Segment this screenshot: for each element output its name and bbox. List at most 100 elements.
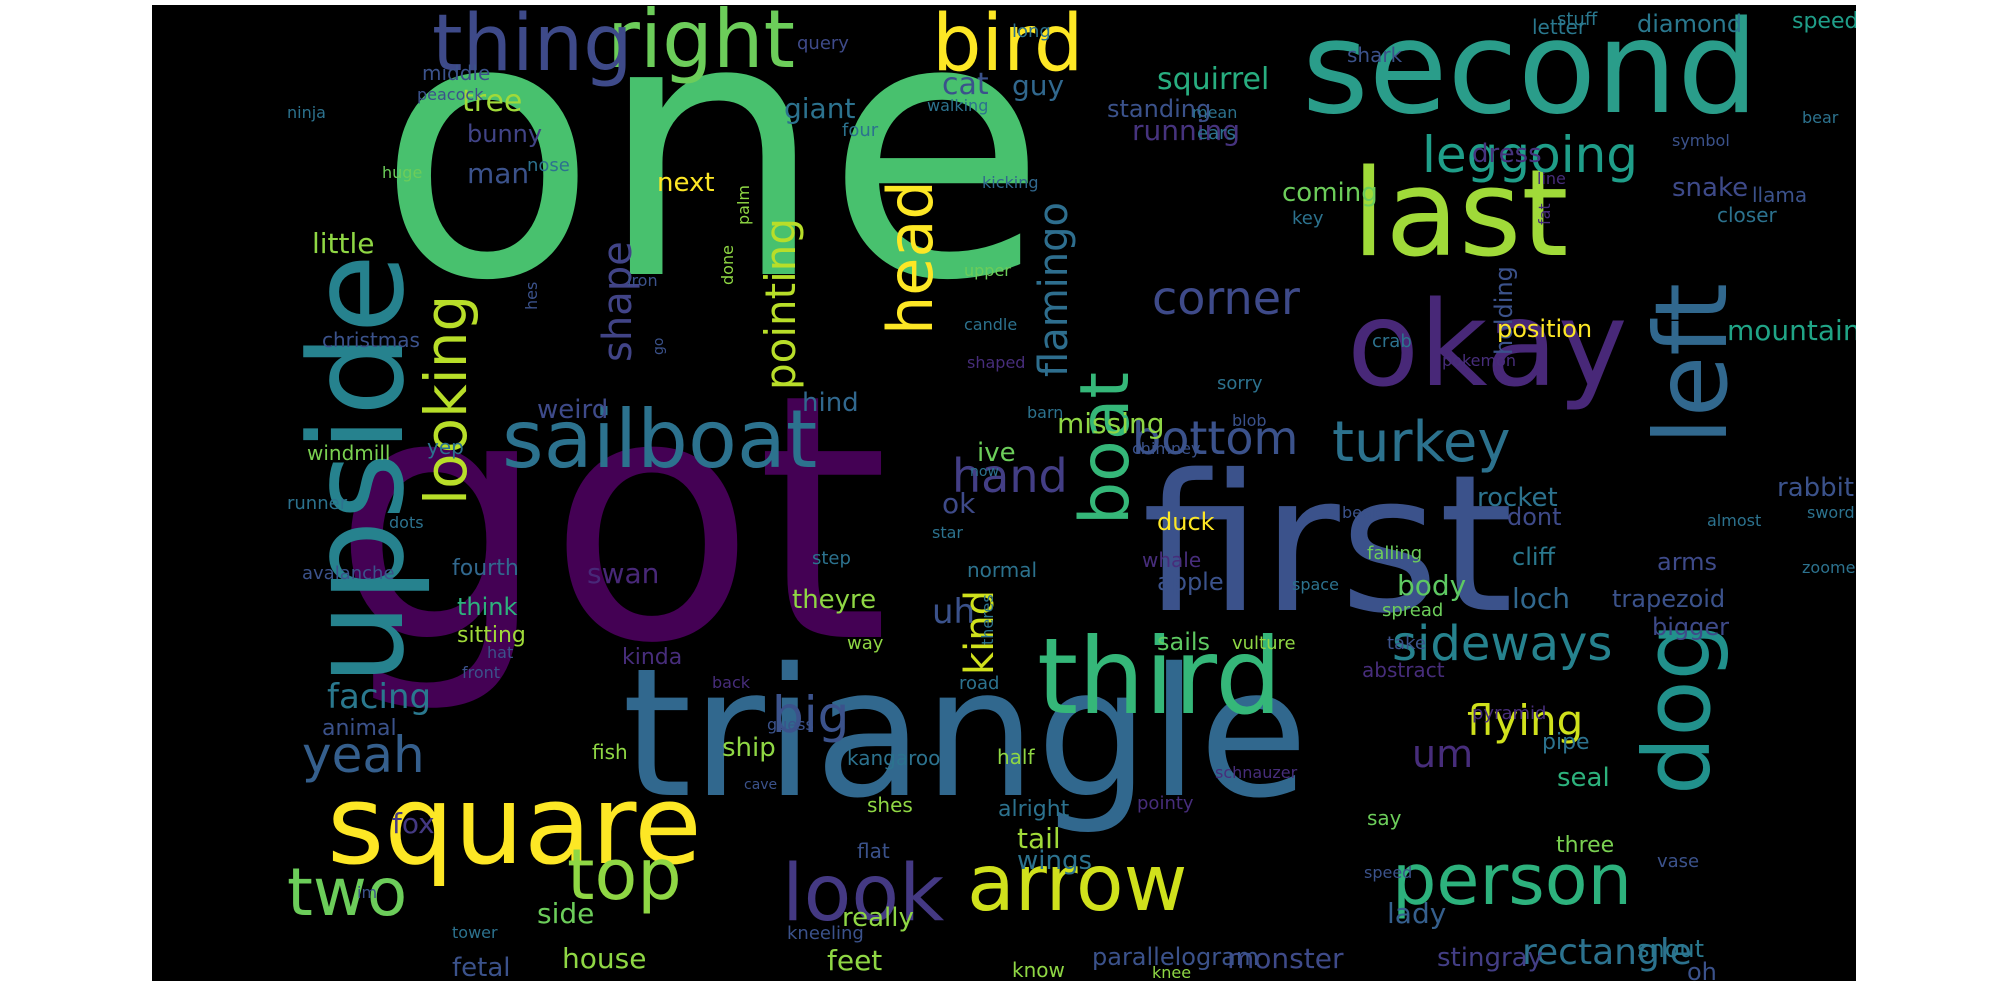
word-tail: tail <box>1017 822 1061 855</box>
word-mean: mean <box>1192 103 1238 122</box>
word-query: query <box>797 33 849 54</box>
word-pointing: pointing <box>756 217 805 390</box>
word-front: front <box>462 663 501 682</box>
word-kinda: kinda <box>622 645 683 670</box>
word-shark: shark <box>1347 43 1403 67</box>
word-bottom: bottom <box>1132 411 1299 465</box>
word-boat: boat <box>1066 371 1145 525</box>
word-zoomed: zoomed <box>1802 558 1856 577</box>
word-uh: uh <box>932 592 976 632</box>
word-ship: ship <box>722 733 776 763</box>
word-tree: tree <box>462 84 523 119</box>
word-oh: oh <box>1687 958 1717 981</box>
word-weird: weird <box>537 395 609 425</box>
word-person: person <box>1392 839 1632 921</box>
word-triangle: triangle <box>622 630 1309 837</box>
word-guy: guy <box>1012 69 1065 102</box>
word-lady: lady <box>1387 897 1447 930</box>
word-theres: theres <box>978 594 997 645</box>
word-ninja: ninja <box>287 103 326 122</box>
word-missing: missing <box>1057 407 1165 440</box>
word-first: first <box>1142 434 1514 655</box>
word-hand: hand <box>952 449 1068 503</box>
word-take: take <box>1387 633 1426 654</box>
word-spread: spread <box>1382 600 1444 621</box>
word-squirrel: squirrel <box>1157 62 1270 97</box>
word-diamond: diamond <box>1637 10 1743 38</box>
word-way: way <box>847 633 884 654</box>
word-cat: cat <box>942 67 989 102</box>
word-chimney: chimney <box>1132 439 1201 458</box>
word-say: say <box>1367 806 1402 830</box>
word-trapezoid: trapezoid <box>1612 585 1726 613</box>
word-got: got <box>332 322 890 718</box>
word-yep: yep <box>427 435 464 459</box>
word-dress: dress <box>1472 139 1542 169</box>
word-turkey: turkey <box>1332 410 1511 475</box>
word-looking: looking <box>412 294 480 505</box>
word-hat: hat <box>487 643 514 662</box>
word-peacock: peacock <box>417 85 484 104</box>
word-corner: corner <box>1152 271 1300 325</box>
word-last: last <box>1352 145 1569 284</box>
word-half: half <box>997 745 1035 769</box>
word-stingray: stingray <box>1437 943 1543 973</box>
word-pyramid: pyramid <box>1472 703 1547 724</box>
word-know: know <box>1012 958 1065 981</box>
word-giant: giant <box>784 92 856 125</box>
word-sideways: sideways <box>1392 616 1613 672</box>
word-whale: whale <box>1142 548 1202 572</box>
word-coming: coming <box>1282 178 1378 208</box>
word-parallelogram: parallelogram <box>1092 943 1260 971</box>
word-windmill: windmill <box>307 441 391 465</box>
word-crab: crab <box>1372 331 1412 352</box>
word-two: two <box>287 854 408 931</box>
word-seal: seal <box>1557 763 1610 793</box>
word-kicking: kicking <box>982 173 1039 192</box>
word-think: think <box>457 593 518 621</box>
word-bigger: bigger <box>1652 613 1730 641</box>
word-shes: shes <box>867 793 913 817</box>
word-middle: middle <box>422 61 491 85</box>
word-kneeling: kneeling <box>787 923 864 944</box>
word-stuff: stuff <box>1557 9 1598 30</box>
word-apple: apple <box>1157 568 1224 596</box>
word-vulture: vulture <box>1232 633 1296 654</box>
word-hind: hind <box>802 388 859 418</box>
word-long: long <box>1012 21 1051 42</box>
word-ok: ok <box>942 487 976 520</box>
word-alright: alright <box>998 797 1070 822</box>
word-vase: vase <box>1657 851 1700 872</box>
word-pointy: pointy <box>1137 793 1194 814</box>
word-ears: ears <box>1197 123 1236 144</box>
word-sorry: sorry <box>1217 373 1263 394</box>
word-thing: thing <box>432 5 633 89</box>
word-snout: snout <box>1637 935 1705 963</box>
word-knee: knee <box>1152 963 1192 981</box>
word-man: man <box>467 157 530 190</box>
word-line: line <box>1537 169 1566 188</box>
word-top: top <box>567 834 682 916</box>
word-done: done <box>718 245 737 285</box>
word-speedboat: speedboat <box>1792 9 1856 34</box>
word-back: back <box>712 673 751 692</box>
word-monster: monster <box>1227 942 1344 975</box>
word-abstract: abstract <box>1362 658 1445 682</box>
word-third: third <box>1037 616 1282 738</box>
word-now: now <box>970 464 999 480</box>
word-sailboat: sailboat <box>502 393 818 486</box>
word-bird: bird <box>932 5 1084 89</box>
word-wings: wings <box>1017 846 1093 876</box>
word-four: four <box>842 120 879 141</box>
word-yeah: yeah <box>302 726 425 784</box>
word-pokemon: pokemon <box>1442 351 1516 370</box>
word-letter: letter <box>1532 15 1587 39</box>
word-symbol: symbol <box>1672 131 1730 150</box>
word-fox: fox <box>392 807 435 840</box>
word-fourth: fourth <box>452 556 519 581</box>
word-head: head <box>874 180 947 335</box>
word-star: star <box>932 523 963 542</box>
word-blob: blob <box>1232 411 1267 430</box>
word-iron: iron <box>627 271 658 290</box>
word-facing: facing <box>327 677 432 717</box>
